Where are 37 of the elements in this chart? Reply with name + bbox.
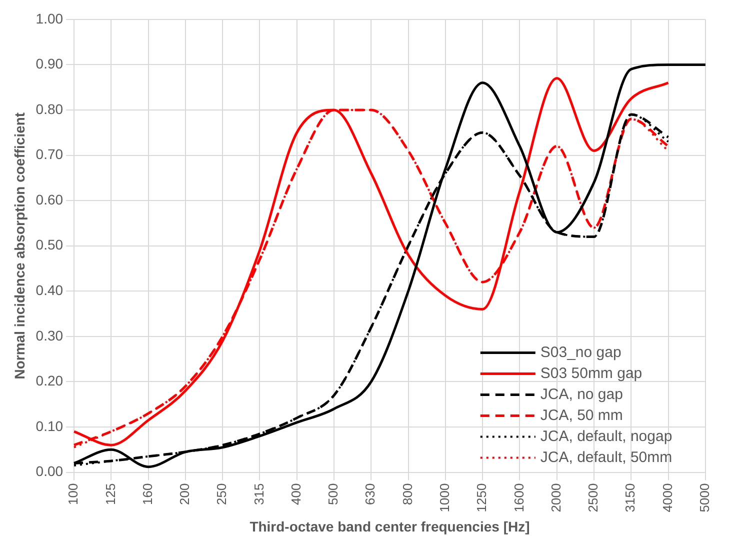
y-tick-label: 0.90 — [36, 56, 64, 72]
x-tick-label: 1600 — [511, 483, 526, 512]
x-tick-label: 250 — [214, 483, 230, 505]
x-tick-label: 2000 — [548, 483, 564, 512]
x-tick-label: 630 — [362, 483, 378, 505]
y-axis-title: Normal incidence absorption coefficient — [11, 112, 28, 380]
x-tick-label: 100 — [66, 483, 81, 505]
x-tick-label: 500 — [326, 483, 341, 505]
legend-label: JCA, default, 50mm — [540, 448, 672, 466]
y-tick-label: 0.20 — [36, 372, 64, 389]
x-tick-label: 1250 — [474, 483, 490, 512]
y-tick-label: 0.50 — [36, 236, 64, 253]
y-tick-label: 0.00 — [36, 463, 64, 480]
x-axis-title: Third-octave band center frequencies [Hz] — [250, 518, 530, 534]
x-tick-label: 2500 — [586, 483, 601, 512]
x-tick-label: 160 — [140, 483, 155, 505]
x-tick-label: 4000 — [660, 483, 675, 512]
x-tick-label: 5000 — [696, 483, 712, 512]
x-tick-label: 125 — [102, 483, 118, 505]
y-tick-label: 0.70 — [36, 146, 64, 162]
x-tick-label: 315 — [251, 483, 266, 505]
x-tick-label: 1000 — [437, 483, 452, 512]
legend-label: S03_no gap — [540, 344, 622, 361]
y-tick-label: 0.10 — [36, 418, 64, 434]
legend-label: JCA, 50 mm — [540, 406, 623, 424]
y-tick-label: 0.30 — [36, 327, 64, 344]
legend-label: S03 50mm gap — [540, 364, 642, 382]
legend-label: JCA, no gap — [540, 386, 623, 403]
x-tick-label: 3150 — [622, 483, 638, 512]
x-tick-label: 800 — [400, 483, 415, 505]
x-tick-label: 400 — [288, 483, 304, 505]
x-tick-label: 200 — [177, 483, 192, 505]
y-tick-label: 1.00 — [36, 10, 64, 26]
y-tick-label: 0.80 — [36, 100, 64, 117]
y-tick-label: 0.60 — [36, 191, 64, 208]
legend-label: JCA, default, nogap — [540, 428, 672, 445]
y-tick-label: 0.40 — [36, 282, 64, 298]
